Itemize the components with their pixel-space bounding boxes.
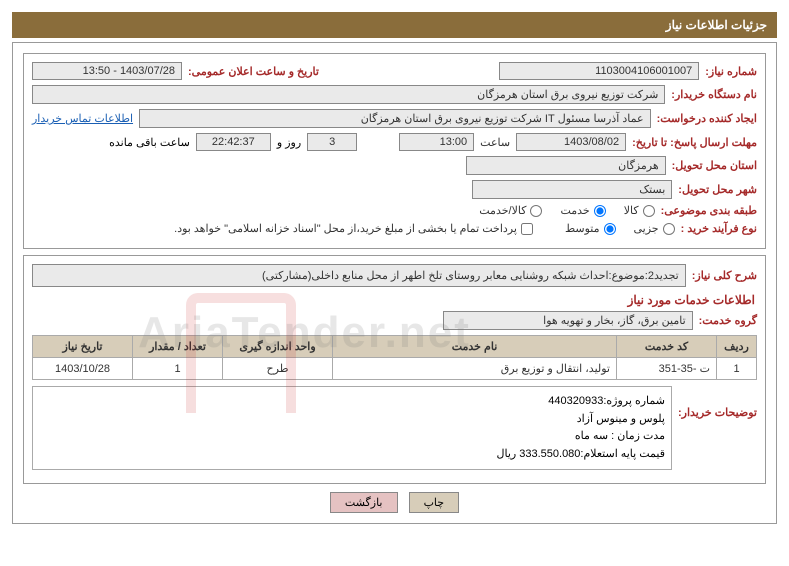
row-requester: ایجاد کننده درخواست: عماد آذرسا مسئول IT…	[32, 109, 757, 128]
treasury-checkbox-input[interactable]	[521, 223, 533, 235]
radio-minor-input[interactable]	[663, 223, 675, 235]
contact-link[interactable]: اطلاعات تماس خریدار	[32, 112, 133, 125]
label-day-and: روز و	[277, 136, 301, 149]
th-qty: تعداد / مقدار	[133, 336, 223, 358]
label-requester: ایجاد کننده درخواست:	[657, 112, 757, 125]
label-city: شهر محل تحویل:	[678, 183, 757, 196]
th-date: تاریخ نیاز	[33, 336, 133, 358]
page-title: جزئیات اطلاعات نیاز	[666, 18, 767, 32]
radio-service-input[interactable]	[594, 205, 606, 217]
label-buyer-org: نام دستگاه خریدار:	[671, 88, 757, 101]
title-bar: جزئیات اطلاعات نیاز	[12, 12, 777, 38]
th-code: کد خدمت	[617, 336, 717, 358]
radio-minor-label: جزیی	[634, 222, 659, 235]
radio-goods-service-input[interactable]	[530, 205, 542, 217]
radio-service-label: خدمت	[560, 204, 589, 217]
back-button[interactable]: بازگشت	[330, 492, 398, 513]
radio-goods-service-label: کالا/خدمت	[479, 204, 526, 217]
label-hour: ساعت	[480, 136, 510, 149]
td-date: 1403/10/28	[33, 358, 133, 380]
label-remaining: ساعت باقی مانده	[109, 136, 190, 149]
field-announce-dt: 1403/07/28 - 13:50	[32, 62, 182, 80]
row-buyer-org: نام دستگاه خریدار: شرکت توزیع نیروی برق …	[32, 85, 757, 104]
desc-line-4: قیمت پایه استعلام:333.550.080 ریال	[39, 446, 665, 464]
field-city: بستک	[472, 180, 672, 199]
field-province: هرمزگان	[466, 156, 666, 175]
row-province: استان محل تحویل: هرمزگان	[32, 156, 757, 175]
label-province: استان محل تحویل:	[672, 159, 757, 172]
desc-line-2: پلوس و مینوس آزاد	[39, 411, 665, 429]
field-deadline-time: 13:00	[399, 133, 474, 151]
field-time-left: 22:42:37	[196, 133, 271, 151]
details-panel: شماره نیاز: 1103004106001007 تاریخ و ساع…	[23, 53, 766, 249]
summary-panel: شرح کلی نیاز: تجدید2:موضوع:احداث شبکه رو…	[23, 255, 766, 484]
row-subject-class: طبقه بندی موضوعی: کالا خدمت کالا/خدمت	[32, 204, 757, 217]
radio-goods-service[interactable]: کالا/خدمت	[479, 204, 542, 217]
label-need-no: شماره نیاز:	[705, 65, 757, 78]
treasury-label: پرداخت تمام یا بخشی از مبلغ خرید،از محل …	[174, 222, 517, 235]
label-buyer-notes: توضیحات خریدار:	[678, 386, 757, 419]
td-unit: طرح	[223, 358, 333, 380]
td-name: تولید، انتقال و توزیع برق	[333, 358, 617, 380]
row-buyer-notes: توضیحات خریدار: شماره پروژه:440320933 پل…	[32, 386, 757, 470]
radio-mid[interactable]: متوسط	[565, 222, 616, 235]
button-row: چاپ بازگشت	[23, 492, 766, 513]
row-city: شهر محل تحویل: بستک	[32, 180, 757, 199]
field-service-group: تامین برق، گاز، بخار و تهویه هوا	[443, 311, 693, 330]
row-need-no: شماره نیاز: 1103004106001007 تاریخ و ساع…	[32, 62, 757, 80]
field-deadline-date: 1403/08/02	[516, 133, 626, 151]
radio-goods[interactable]: کالا	[624, 204, 655, 217]
radio-goods-input[interactable]	[643, 205, 655, 217]
heading-services-info: اطلاعات خدمات مورد نیاز	[34, 293, 755, 307]
field-need-summary: تجدید2:موضوع:احداث شبکه روشنایی معابر رو…	[32, 264, 686, 287]
field-days-left: 3	[307, 133, 357, 151]
main-panel: AriaTender.net شماره نیاز: 1103004106001…	[12, 42, 777, 524]
th-name: نام خدمت	[333, 336, 617, 358]
label-purchase-type: نوع فرآیند خرید :	[681, 222, 757, 235]
td-row: 1	[717, 358, 757, 380]
treasury-checkbox[interactable]: پرداخت تمام یا بخشی از مبلغ خرید،از محل …	[174, 222, 533, 235]
desc-line-1: شماره پروژه:440320933	[39, 393, 665, 411]
label-need-summary: شرح کلی نیاز:	[692, 269, 757, 282]
td-code: ت -35-351	[617, 358, 717, 380]
label-subject-class: طبقه بندی موضوعی:	[661, 204, 757, 217]
services-table: ردیف کد خدمت نام خدمت واحد اندازه گیری ت…	[32, 335, 757, 380]
row-need-summary: شرح کلی نیاز: تجدید2:موضوع:احداث شبکه رو…	[32, 264, 757, 287]
radio-mid-input[interactable]	[604, 223, 616, 235]
radio-minor[interactable]: جزیی	[634, 222, 675, 235]
field-need-no: 1103004106001007	[499, 62, 699, 80]
buyer-notes-box: شماره پروژه:440320933 پلوس و مینوس آزاد …	[32, 386, 672, 470]
radio-service[interactable]: خدمت	[560, 204, 605, 217]
radio-goods-label: کالا	[624, 204, 639, 217]
table-header-row: ردیف کد خدمت نام خدمت واحد اندازه گیری ت…	[33, 336, 757, 358]
td-qty: 1	[133, 358, 223, 380]
field-buyer-org: شرکت توزیع نیروی برق استان هرمزگان	[32, 85, 665, 104]
label-deadline: مهلت ارسال پاسخ: تا تاریخ:	[632, 136, 757, 149]
print-button[interactable]: چاپ	[409, 492, 460, 513]
th-row: ردیف	[717, 336, 757, 358]
field-requester: عماد آذرسا مسئول IT شرکت توزیع نیروی برق…	[139, 109, 651, 128]
table-row: 1 ت -35-351 تولید، انتقال و توزیع برق طر…	[33, 358, 757, 380]
label-announce-dt: تاریخ و ساعت اعلان عمومی:	[188, 65, 319, 78]
desc-line-3: مدت زمان : سه ماه	[39, 428, 665, 446]
radio-mid-label: متوسط	[565, 222, 600, 235]
row-deadline: مهلت ارسال پاسخ: تا تاریخ: 1403/08/02 سا…	[32, 133, 757, 151]
th-unit: واحد اندازه گیری	[223, 336, 333, 358]
row-purchase-type: نوع فرآیند خرید : جزیی متوسط پرداخت تمام…	[32, 222, 757, 235]
label-service-group: گروه خدمت:	[699, 314, 757, 327]
row-service-group: گروه خدمت: تامین برق، گاز، بخار و تهویه …	[32, 311, 757, 330]
